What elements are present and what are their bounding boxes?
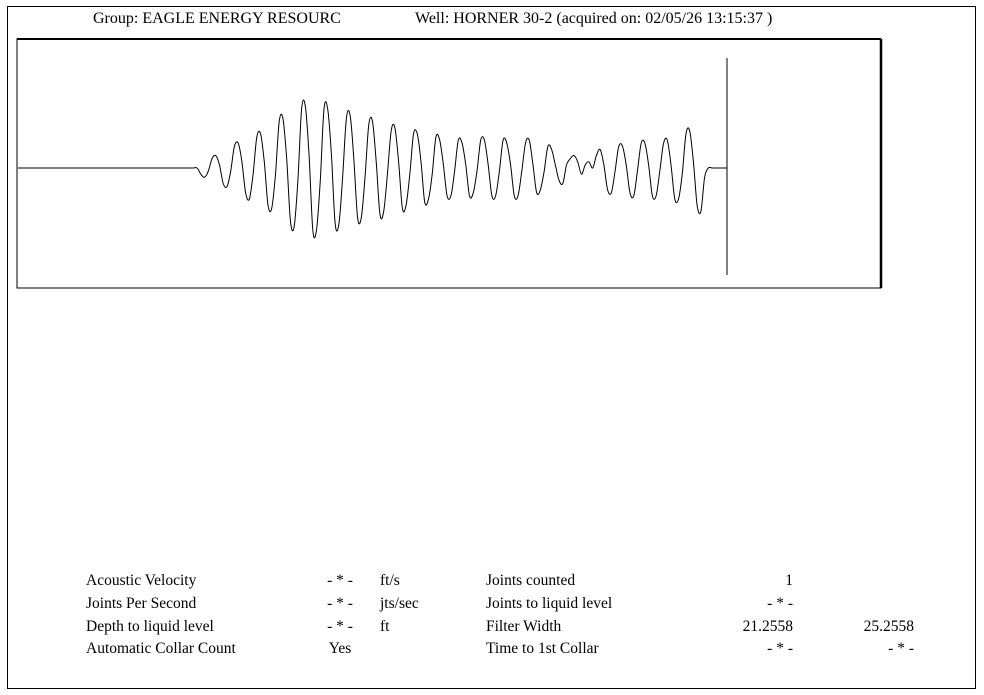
report-header: Group: EAGLE ENERGY RESOURC Well: HORNER…: [0, 10, 984, 64]
stat-label: Automatic Collar Count: [86, 640, 236, 657]
stat-value: 1: [785, 572, 793, 589]
stat-label: Time to 1st Collar: [486, 640, 599, 657]
stat-label: Joints to liquid level: [486, 595, 613, 612]
stat-unit: jts/sec: [380, 595, 419, 612]
stat-value: 25.2558: [863, 618, 914, 635]
stat-value: - * -: [767, 640, 793, 657]
stat-unit: ft: [380, 618, 390, 635]
well-label: Well: HORNER 30-2 (acquired on: 02/05/26…: [415, 10, 773, 27]
stat-unit: ft/s: [380, 572, 400, 589]
stat-value: - * -: [327, 572, 353, 589]
stat-value: - * -: [327, 618, 353, 635]
acoustic-trace-series: [18, 99, 727, 239]
stat-label: Joints Per Second: [86, 595, 197, 612]
stat-value: Yes: [328, 640, 352, 657]
stat-value: - * -: [888, 640, 914, 657]
stat-value: - * -: [767, 595, 793, 612]
report-frame: [7, 6, 976, 689]
chart-plot-area: [16, 38, 882, 289]
stat-value: - * -: [327, 595, 353, 612]
stat-label: Acoustic Velocity: [86, 572, 197, 589]
stat-label: Filter Width: [486, 618, 562, 635]
stat-label: Joints counted: [486, 572, 576, 589]
group-label: Group: EAGLE ENERGY RESOURC: [93, 10, 341, 27]
stat-label: Depth to liquid level: [86, 618, 214, 635]
stat-value: 21.2558: [742, 618, 793, 635]
